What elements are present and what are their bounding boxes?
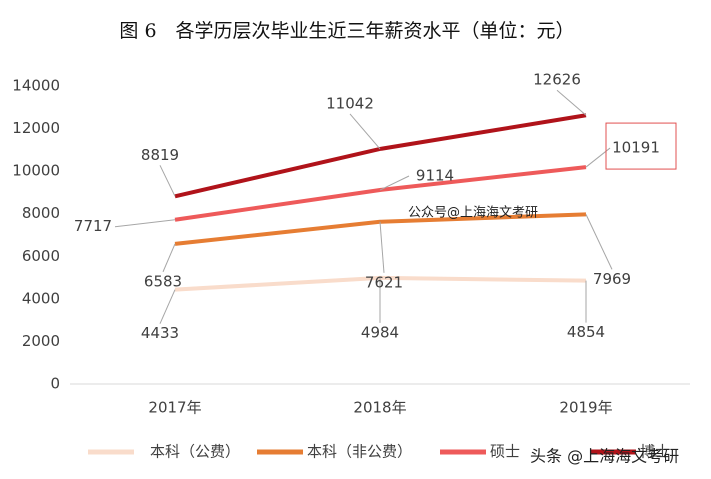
y-tick-label: 14000 [12,77,60,95]
leader-line [585,214,613,270]
legend-label: 博士 [640,443,670,461]
data-label: 4433 [141,324,179,342]
data-label: 12626 [533,71,581,89]
data-label: 10191 [612,139,660,157]
data-label: 11042 [326,94,374,112]
y-tick-label: 0 [50,375,60,393]
y-tick-label: 12000 [12,119,60,137]
data-label: 7969 [593,270,631,288]
data-label: 8819 [141,146,179,164]
data-label: 4984 [361,323,399,341]
series-line [174,113,587,199]
watermark: 头条 @上海海文考研 [530,447,679,466]
y-tick-label: 10000 [12,162,60,180]
chart-title: 图 6 各学历层次毕业生近三年薪资水平（单位：元） [119,20,574,42]
data-label: 6583 [144,272,182,290]
watermark: 公众号@上海海文考研 [408,206,538,221]
y-tick-label: 4000 [22,289,60,307]
leader-line [379,175,410,191]
legend-label: 硕士 [490,443,520,461]
data-label: 7717 [74,217,112,235]
leader-line [162,243,176,273]
y-tick-label: 6000 [22,247,60,265]
leader-line [159,165,176,197]
legend-label: 本科（公费） [150,443,240,461]
leader-line [349,113,381,150]
leader-line [556,89,587,116]
x-tick-label: 2017年 [148,399,201,417]
x-tick-label: 2018年 [353,399,406,417]
legend-label: 本科（非公费） [307,443,412,461]
data-label: 9114 [416,167,454,185]
highlight-box [605,122,677,170]
y-tick-label: 8000 [22,204,60,222]
leader-line [379,221,385,273]
data-label: 4854 [567,323,605,341]
x-tick-label: 2019年 [559,399,612,417]
leader-line [159,289,176,324]
y-tick-label: 2000 [22,332,60,350]
leader-line [114,219,176,228]
data-label: 7621 [365,273,403,291]
